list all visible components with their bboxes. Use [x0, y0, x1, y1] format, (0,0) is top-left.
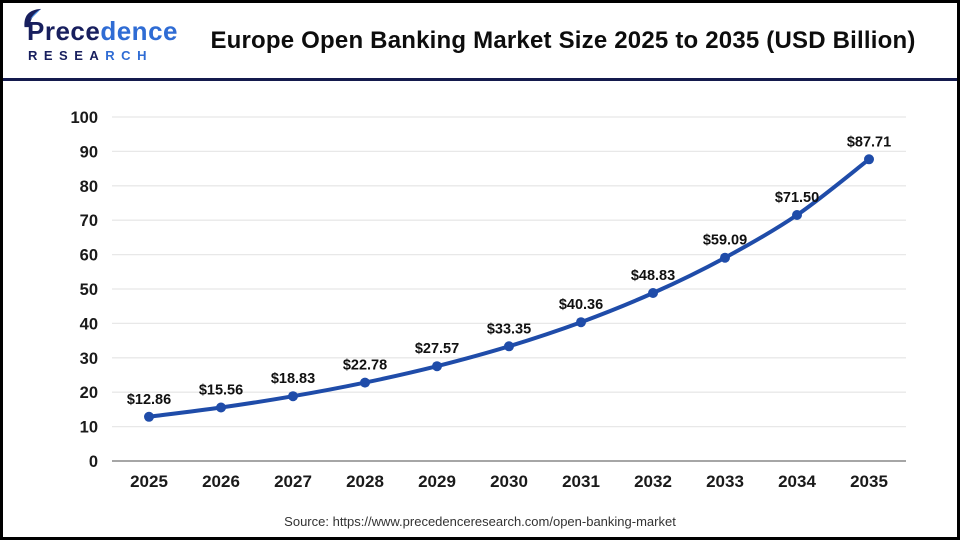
logo-text-dence: dence [100, 16, 178, 46]
y-tick-label: 90 [80, 143, 98, 161]
x-tick-label: 2034 [778, 472, 816, 491]
y-tick-label: 40 [80, 315, 98, 333]
data-point [144, 411, 154, 422]
data-point-label: $22.78 [343, 358, 387, 374]
data-point-label: $18.83 [271, 371, 315, 387]
x-tick-label: 2032 [634, 472, 672, 491]
logo-subtext: RESEARCH [25, 48, 195, 63]
header-bar: Precedence RESEARCH Europe Open Banking … [3, 3, 957, 81]
y-tick-label: 30 [80, 350, 98, 368]
trend-line [147, 157, 871, 419]
data-point [288, 391, 298, 402]
data-point-label: $87.71 [847, 134, 891, 150]
data-point-label: $59.09 [703, 233, 747, 249]
data-point [504, 341, 514, 352]
logo-text-rch: RCH [105, 48, 153, 63]
y-tick-label: 60 [80, 247, 98, 265]
x-tick-label: 2033 [706, 472, 744, 491]
x-tick-label: 2028 [346, 472, 384, 491]
y-tick-label: 10 [80, 419, 98, 437]
data-point [432, 361, 442, 372]
data-point [360, 377, 370, 388]
logo-text-resea: RESEA [28, 48, 106, 63]
data-point [792, 210, 802, 220]
x-tick-label: 2035 [850, 472, 888, 491]
data-point [576, 317, 586, 328]
data-point-label: $40.36 [559, 297, 603, 313]
data-point-label: $15.56 [199, 383, 243, 399]
x-tick-label: 2026 [202, 472, 240, 491]
x-tick-label: 2025 [130, 472, 168, 491]
precedence-research-logo: Precedence RESEARCH [24, 8, 195, 63]
x-tick-label: 2031 [562, 472, 600, 491]
data-point-label: $12.86 [127, 392, 171, 408]
source-caption: Source: https://www.precedenceresearch.c… [284, 514, 676, 529]
data-point-label: $27.57 [415, 341, 459, 357]
chart-area: 0 10 20 30 40 50 60 70 80 90 100 2025 2026 2027 2028 20… [3, 84, 957, 510]
y-tick-label: 0 [89, 453, 98, 471]
data-point [648, 288, 658, 298]
data-point-label: $48.83 [631, 268, 675, 284]
y-tick-label: 20 [80, 384, 98, 402]
chart-title: Europe Open Banking Market Size 2025 to … [210, 26, 916, 54]
logo-leaf-icon [24, 8, 42, 28]
x-tick-label: 2027 [274, 472, 312, 491]
data-point-label: $33.35 [487, 321, 531, 337]
data-point [864, 154, 874, 165]
x-tick-label: 2030 [490, 472, 528, 491]
y-tick-label: 80 [80, 178, 98, 196]
y-tick-label: 100 [70, 109, 98, 127]
y-tick-label: 70 [80, 212, 98, 230]
y-tick-label: 50 [80, 281, 98, 299]
data-point-label: $71.50 [775, 190, 819, 206]
logo-wordmark: Precedence [24, 8, 195, 46]
data-point [720, 252, 730, 263]
data-point [216, 402, 226, 413]
x-tick-label: 2029 [418, 472, 456, 491]
logo-text-prece: Prece [27, 16, 101, 46]
